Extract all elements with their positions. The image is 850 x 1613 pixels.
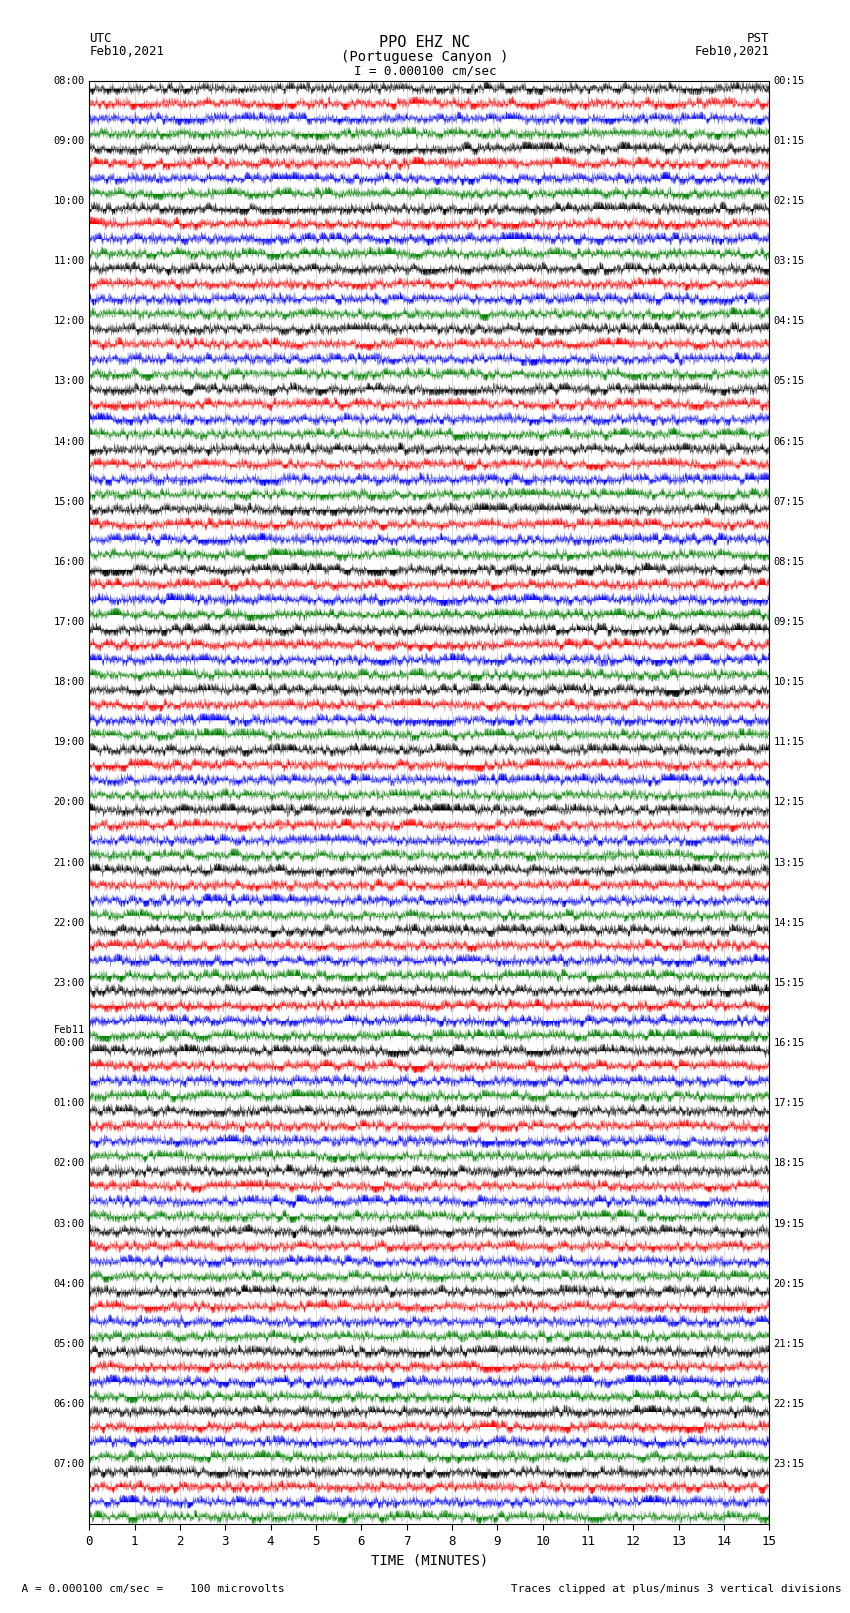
- Text: 11:00: 11:00: [54, 256, 85, 266]
- Text: 04:15: 04:15: [774, 316, 805, 326]
- Text: 07:00: 07:00: [54, 1460, 85, 1469]
- Text: Feb10,2021: Feb10,2021: [694, 45, 769, 58]
- Text: PPO EHZ NC: PPO EHZ NC: [379, 35, 471, 50]
- Text: 02:00: 02:00: [54, 1158, 85, 1168]
- Text: (Portuguese Canyon ): (Portuguese Canyon ): [341, 50, 509, 65]
- Text: 16:00: 16:00: [54, 556, 85, 566]
- Text: 04:00: 04:00: [54, 1279, 85, 1289]
- Text: 01:00: 01:00: [54, 1098, 85, 1108]
- Text: 16:15: 16:15: [774, 1039, 805, 1048]
- Text: Feb11: Feb11: [54, 1026, 85, 1036]
- Text: 19:00: 19:00: [54, 737, 85, 747]
- Text: 12:15: 12:15: [774, 797, 805, 808]
- Text: 10:15: 10:15: [774, 677, 805, 687]
- Text: 05:15: 05:15: [774, 376, 805, 387]
- Text: 03:15: 03:15: [774, 256, 805, 266]
- Text: 17:15: 17:15: [774, 1098, 805, 1108]
- Text: A = 0.000100 cm/sec =    100 microvolts: A = 0.000100 cm/sec = 100 microvolts: [8, 1584, 286, 1594]
- Text: 05:00: 05:00: [54, 1339, 85, 1348]
- Text: 14:00: 14:00: [54, 437, 85, 447]
- Text: 07:15: 07:15: [774, 497, 805, 506]
- Text: 14:15: 14:15: [774, 918, 805, 927]
- Text: 00:00: 00:00: [54, 1039, 85, 1048]
- Text: 03:00: 03:00: [54, 1218, 85, 1229]
- Text: 08:00: 08:00: [54, 76, 85, 85]
- Text: 20:15: 20:15: [774, 1279, 805, 1289]
- Text: UTC: UTC: [89, 32, 111, 45]
- Text: I = 0.000100 cm/sec: I = 0.000100 cm/sec: [354, 65, 496, 77]
- Text: 23:00: 23:00: [54, 977, 85, 987]
- Text: PST: PST: [747, 32, 769, 45]
- Text: 18:15: 18:15: [774, 1158, 805, 1168]
- Text: 06:00: 06:00: [54, 1398, 85, 1410]
- X-axis label: TIME (MINUTES): TIME (MINUTES): [371, 1553, 488, 1568]
- Text: 09:00: 09:00: [54, 135, 85, 145]
- Text: 00:15: 00:15: [774, 76, 805, 85]
- Text: 11:15: 11:15: [774, 737, 805, 747]
- Text: 06:15: 06:15: [774, 437, 805, 447]
- Text: 13:00: 13:00: [54, 376, 85, 387]
- Text: 21:00: 21:00: [54, 858, 85, 868]
- Text: 17:00: 17:00: [54, 618, 85, 627]
- Text: 19:15: 19:15: [774, 1218, 805, 1229]
- Text: 23:15: 23:15: [774, 1460, 805, 1469]
- Text: 09:15: 09:15: [774, 618, 805, 627]
- Text: 15:00: 15:00: [54, 497, 85, 506]
- Text: 15:15: 15:15: [774, 977, 805, 987]
- Text: 20:00: 20:00: [54, 797, 85, 808]
- Text: 10:00: 10:00: [54, 195, 85, 206]
- Text: 08:15: 08:15: [774, 556, 805, 566]
- Text: Feb10,2021: Feb10,2021: [89, 45, 164, 58]
- Text: 12:00: 12:00: [54, 316, 85, 326]
- Text: 22:15: 22:15: [774, 1398, 805, 1410]
- Text: 18:00: 18:00: [54, 677, 85, 687]
- Text: 13:15: 13:15: [774, 858, 805, 868]
- Text: 21:15: 21:15: [774, 1339, 805, 1348]
- Text: Traces clipped at plus/minus 3 vertical divisions: Traces clipped at plus/minus 3 vertical …: [511, 1584, 842, 1594]
- Text: 02:15: 02:15: [774, 195, 805, 206]
- Text: 01:15: 01:15: [774, 135, 805, 145]
- Text: 22:00: 22:00: [54, 918, 85, 927]
